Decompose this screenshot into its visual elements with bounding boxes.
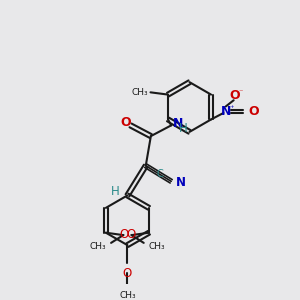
Text: ⁺: ⁺ bbox=[230, 104, 234, 113]
Text: O: O bbox=[120, 229, 129, 242]
Text: N: N bbox=[176, 176, 185, 189]
Text: ⁻: ⁻ bbox=[239, 87, 243, 96]
Text: CH₃: CH₃ bbox=[149, 242, 165, 251]
Text: CH₃: CH₃ bbox=[89, 242, 106, 251]
Text: O: O bbox=[229, 89, 239, 102]
Text: O: O bbox=[248, 105, 259, 118]
Text: CH₃: CH₃ bbox=[119, 291, 136, 300]
Text: H: H bbox=[111, 185, 119, 198]
Text: O: O bbox=[123, 267, 132, 280]
Text: H: H bbox=[179, 122, 188, 135]
Text: C: C bbox=[156, 169, 163, 179]
Text: O: O bbox=[121, 116, 131, 129]
Text: CH₃: CH₃ bbox=[131, 88, 148, 97]
Text: O: O bbox=[126, 229, 135, 242]
Text: N: N bbox=[173, 117, 183, 130]
Text: N: N bbox=[220, 105, 231, 118]
